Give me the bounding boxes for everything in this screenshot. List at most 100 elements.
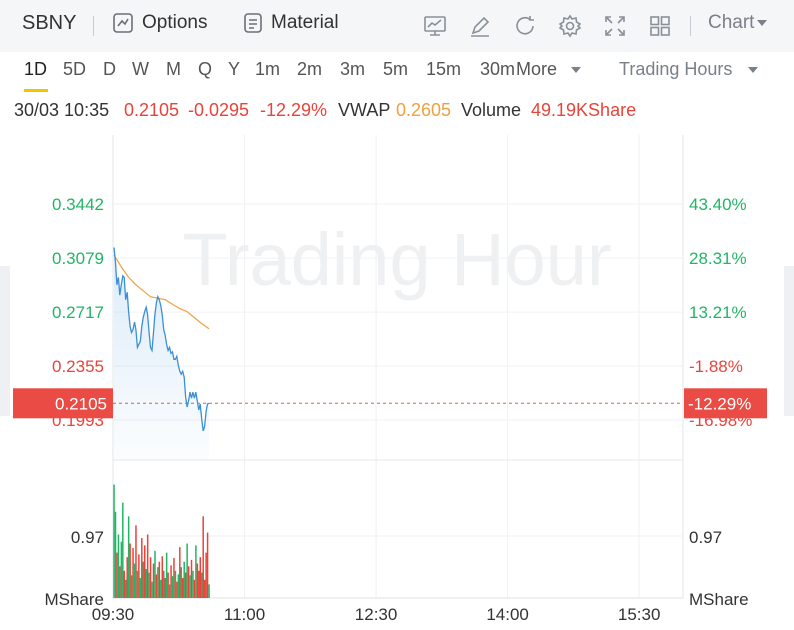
- volume-bar: [193, 579, 196, 598]
- volume-bar: [176, 581, 178, 598]
- volume-bar: [127, 516, 130, 598]
- volume-bar: [132, 548, 134, 598]
- chart-grid: [112, 135, 684, 599]
- volume-bar: [154, 550, 156, 598]
- volume-bar: [158, 561, 161, 598]
- chart-type-label: Chart: [708, 12, 755, 33]
- volume-bar: [181, 578, 184, 598]
- volume-bar: [149, 557, 152, 598]
- volume-bar: [186, 543, 188, 598]
- more-label: More: [516, 59, 558, 79]
- period-1m[interactable]: 1m: [255, 59, 281, 79]
- options-label: Options: [142, 12, 208, 33]
- volume-bar: [141, 538, 143, 598]
- more-caret-icon: [571, 67, 582, 73]
- volume-bar: [202, 516, 204, 598]
- settings-icon[interactable]: [557, 13, 583, 39]
- time-tick-label: 09:30: [92, 605, 135, 624]
- layout-icon[interactable]: [647, 13, 673, 39]
- volume-bar: [133, 563, 136, 598]
- volume-bar: [168, 584, 171, 598]
- quote-info-bar: 30/03 10:35 0.2105 -0.0295 -12.29% VWAP …: [0, 96, 794, 124]
- period-w[interactable]: W: [132, 59, 149, 79]
- volume-bar: [161, 556, 164, 598]
- refresh-icon[interactable]: [512, 13, 538, 39]
- percent-tick-label: 13.21%: [689, 303, 747, 322]
- volume-label: Volume: [461, 100, 522, 120]
- volume-bar: [183, 561, 185, 598]
- more-periods-button[interactable]: More: [516, 59, 582, 80]
- volume-unit-right: MShare: [689, 590, 749, 609]
- volume-bar: [199, 557, 202, 598]
- period-m[interactable]: M: [166, 59, 181, 79]
- period-2m[interactable]: 2m: [297, 59, 323, 79]
- volume-bar: [180, 567, 183, 598]
- period-15m[interactable]: 15m: [426, 59, 462, 79]
- volume-bar: [155, 574, 158, 598]
- volume-bar: [146, 534, 149, 598]
- trading-hours-dropdown[interactable]: Trading Hours: [619, 59, 759, 80]
- material-label: Material: [271, 12, 339, 33]
- period-q[interactable]: Q: [198, 59, 213, 79]
- current-price-tag: [13, 388, 113, 419]
- period-5d[interactable]: 5D: [63, 59, 87, 79]
- period-5m[interactable]: 5m: [383, 59, 409, 79]
- current-price-text: 0.2105: [55, 394, 107, 413]
- period-1d[interactable]: 1D: [24, 59, 48, 79]
- draw-icon[interactable]: [467, 13, 493, 39]
- volume-bar: [135, 525, 137, 598]
- vwap-value: 0.2605: [396, 100, 452, 120]
- period-y[interactable]: Y: [228, 59, 241, 79]
- options-button[interactable]: Options: [112, 12, 207, 34]
- volume-bar: [195, 545, 197, 598]
- percent-tick-label: 43.40%: [689, 195, 747, 214]
- period-d[interactable]: D: [103, 59, 116, 79]
- volume-bar: [200, 572, 203, 598]
- volume-bars: [113, 484, 210, 598]
- price-area-fill: [114, 247, 209, 460]
- volume-bar: [205, 552, 207, 598]
- volume-bar: [122, 502, 124, 598]
- volume-bar: [192, 570, 194, 598]
- volume-bar: [198, 570, 200, 598]
- chart-type-dropdown[interactable]: Chart: [708, 12, 768, 34]
- volume-bar: [152, 563, 155, 598]
- volume-bar: [120, 541, 123, 598]
- period-3m[interactable]: 3m: [340, 59, 366, 79]
- volume-bar: [173, 558, 175, 598]
- volume-tick-right: 0.97: [689, 528, 722, 547]
- price-tick-label: 0.2717: [52, 303, 104, 322]
- volume-bar: [187, 566, 190, 598]
- vwap-line: [113, 254, 210, 330]
- volume-bar: [167, 572, 169, 598]
- price-line: [113, 247, 210, 432]
- fullscreen-icon[interactable]: [602, 13, 628, 39]
- volume-bar: [117, 534, 120, 598]
- volume-bar: [129, 543, 131, 598]
- volume-bar: [190, 559, 193, 598]
- volume-bar: [203, 579, 206, 598]
- volume-bar: [136, 570, 139, 598]
- period-30m[interactable]: 30m: [480, 59, 516, 79]
- volume-bar: [148, 572, 150, 598]
- trading-hours-caret-icon: [748, 67, 759, 73]
- material-button[interactable]: Material: [243, 12, 339, 34]
- volume-bar: [160, 579, 162, 598]
- indicator-icon[interactable]: [422, 13, 448, 39]
- intraday-chart[interactable]: Trading Hour 0.34420.30790.27170.23550.1…: [0, 130, 794, 630]
- time-axis-labels: 09:30 11:00 12:30 14:00 15:30: [92, 605, 661, 624]
- volume-bar: [116, 552, 118, 598]
- quote-change: -0.0295: [188, 100, 250, 120]
- percent-tick-label: -1.88%: [689, 357, 743, 376]
- symbol-label[interactable]: SBNY: [22, 12, 77, 34]
- volume-bar: [179, 547, 181, 598]
- volume-bar: [208, 584, 210, 598]
- percent-tick-label: 28.31%: [689, 249, 747, 268]
- left-scroll-handle[interactable]: [0, 266, 10, 416]
- top-toolbar: SBNY Options Material Chart: [0, 0, 794, 52]
- volume-unit-left: MShare: [44, 590, 104, 609]
- right-scroll-handle[interactable]: [784, 266, 794, 416]
- volume-bar: [189, 575, 191, 598]
- material-icon: [244, 13, 262, 33]
